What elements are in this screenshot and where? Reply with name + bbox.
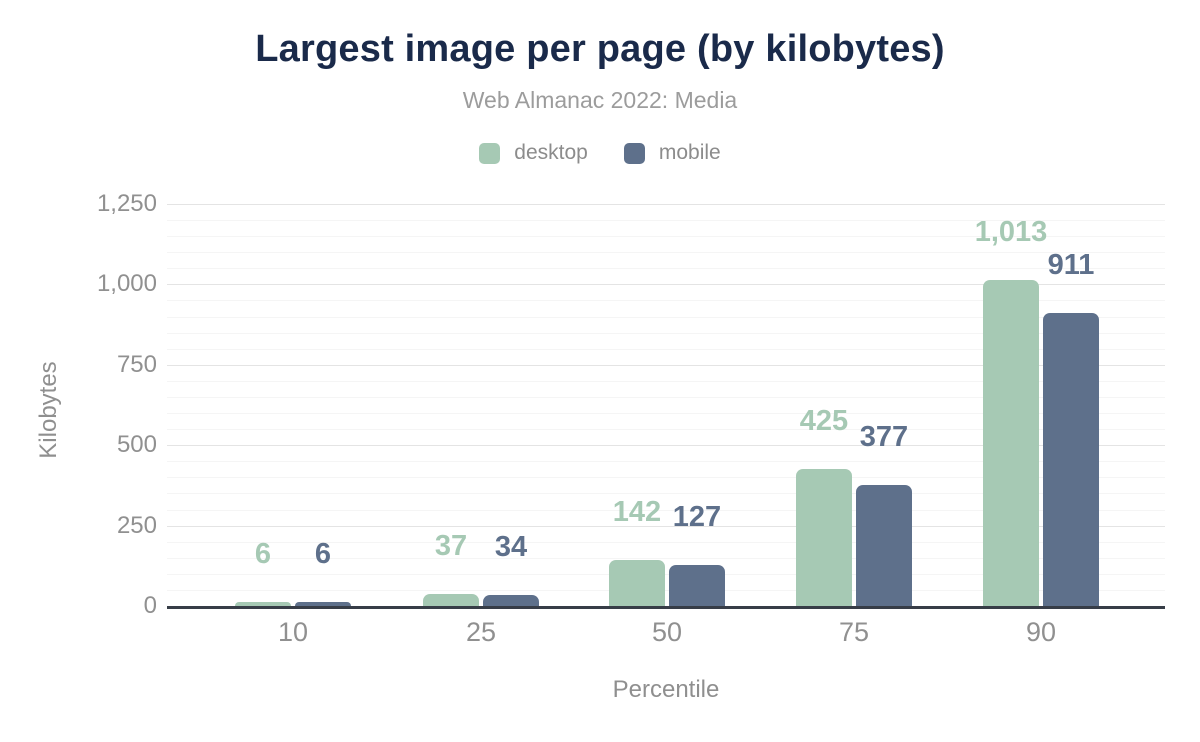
legend-swatch-desktop bbox=[479, 142, 501, 164]
gridline-minor-850 bbox=[167, 333, 1165, 334]
gridline-minor-550 bbox=[167, 429, 1165, 430]
bar-label-mobile-p75: 377 bbox=[859, 421, 909, 453]
bar-mobile-p50[interactable] bbox=[669, 565, 725, 606]
bar-mobile-p10[interactable] bbox=[295, 602, 351, 606]
gridline-minor-950 bbox=[167, 300, 1165, 301]
y-tick-label-750: 750 bbox=[116, 351, 157, 378]
gridline-minor-900 bbox=[167, 317, 1165, 318]
x-axis-line bbox=[167, 606, 1165, 609]
gridline-minor-200 bbox=[167, 542, 1165, 543]
gridline-major-500 bbox=[167, 445, 1165, 446]
x-tick-label-90: 90 bbox=[1025, 617, 1057, 647]
bar-mobile-p90[interactable] bbox=[1043, 313, 1099, 606]
gridline-minor-1150 bbox=[167, 236, 1165, 237]
gridline-minor-600 bbox=[167, 413, 1165, 414]
gridline-minor-100 bbox=[167, 574, 1165, 575]
bar-label-mobile-p50: 127 bbox=[672, 501, 722, 533]
y-tick-label-1,250: 1,250 bbox=[96, 190, 157, 217]
gridline-major-750 bbox=[167, 365, 1165, 366]
gridline-minor-350 bbox=[167, 493, 1165, 494]
y-tick-label-1,000: 1,000 bbox=[96, 270, 157, 297]
legend-label-mobile: mobile bbox=[658, 141, 721, 164]
gridline-minor-50 bbox=[167, 590, 1165, 591]
gridline-minor-400 bbox=[167, 477, 1165, 478]
x-axis-title: Percentile bbox=[612, 676, 720, 703]
x-tick-label-10: 10 bbox=[277, 617, 309, 647]
bar-label-mobile-p90: 911 bbox=[1047, 249, 1095, 281]
gridline-major-1000 bbox=[167, 284, 1165, 285]
x-tick-label-75: 75 bbox=[838, 617, 870, 647]
bar-label-desktop-p25: 37 bbox=[434, 530, 468, 562]
legend-label-desktop: desktop bbox=[514, 141, 588, 164]
bar-mobile-p75[interactable] bbox=[856, 485, 912, 606]
legend: desktop mobile bbox=[0, 141, 1200, 165]
gridline-minor-1100 bbox=[167, 252, 1165, 253]
bar-label-desktop-p90: 1,013 bbox=[974, 216, 1048, 248]
gridline-minor-300 bbox=[167, 510, 1165, 511]
gridline-minor-650 bbox=[167, 397, 1165, 398]
bar-label-mobile-p25: 34 bbox=[494, 531, 528, 563]
bar-desktop-p25[interactable] bbox=[423, 594, 479, 606]
gridline-minor-800 bbox=[167, 349, 1165, 350]
legend-item-mobile[interactable]: mobile bbox=[623, 141, 721, 165]
x-tick-label-25: 25 bbox=[465, 617, 497, 647]
bar-label-mobile-p10: 6 bbox=[314, 538, 332, 570]
bar-label-desktop-p75: 425 bbox=[799, 405, 849, 437]
legend-item-desktop[interactable]: desktop bbox=[479, 141, 588, 165]
bar-desktop-p50[interactable] bbox=[609, 560, 665, 606]
y-tick-label-500: 500 bbox=[116, 431, 157, 458]
bar-label-desktop-p10: 6 bbox=[254, 538, 272, 570]
x-tick-label-50: 50 bbox=[651, 617, 683, 647]
bar-desktop-p10[interactable] bbox=[235, 602, 291, 606]
bar-mobile-p25[interactable] bbox=[483, 595, 539, 606]
gridline-minor-150 bbox=[167, 558, 1165, 559]
gridline-minor-450 bbox=[167, 461, 1165, 462]
gridline-minor-1200 bbox=[167, 220, 1165, 221]
chart-title: Largest image per page (by kilobytes) bbox=[255, 28, 945, 70]
y-tick-label-250: 250 bbox=[116, 512, 157, 539]
gridline-minor-1050 bbox=[167, 268, 1165, 269]
bar-label-desktop-p50: 142 bbox=[612, 496, 662, 528]
gridline-minor-700 bbox=[167, 381, 1165, 382]
gridline-major-250 bbox=[167, 526, 1165, 527]
gridline-major-1250 bbox=[167, 204, 1165, 205]
bar-desktop-p90[interactable] bbox=[983, 280, 1039, 606]
legend-swatch-mobile bbox=[623, 142, 645, 164]
y-tick-label-0: 0 bbox=[143, 592, 157, 619]
chart-subtitle: Web Almanac 2022: Media bbox=[462, 87, 738, 113]
bar-desktop-p75[interactable] bbox=[796, 469, 852, 606]
